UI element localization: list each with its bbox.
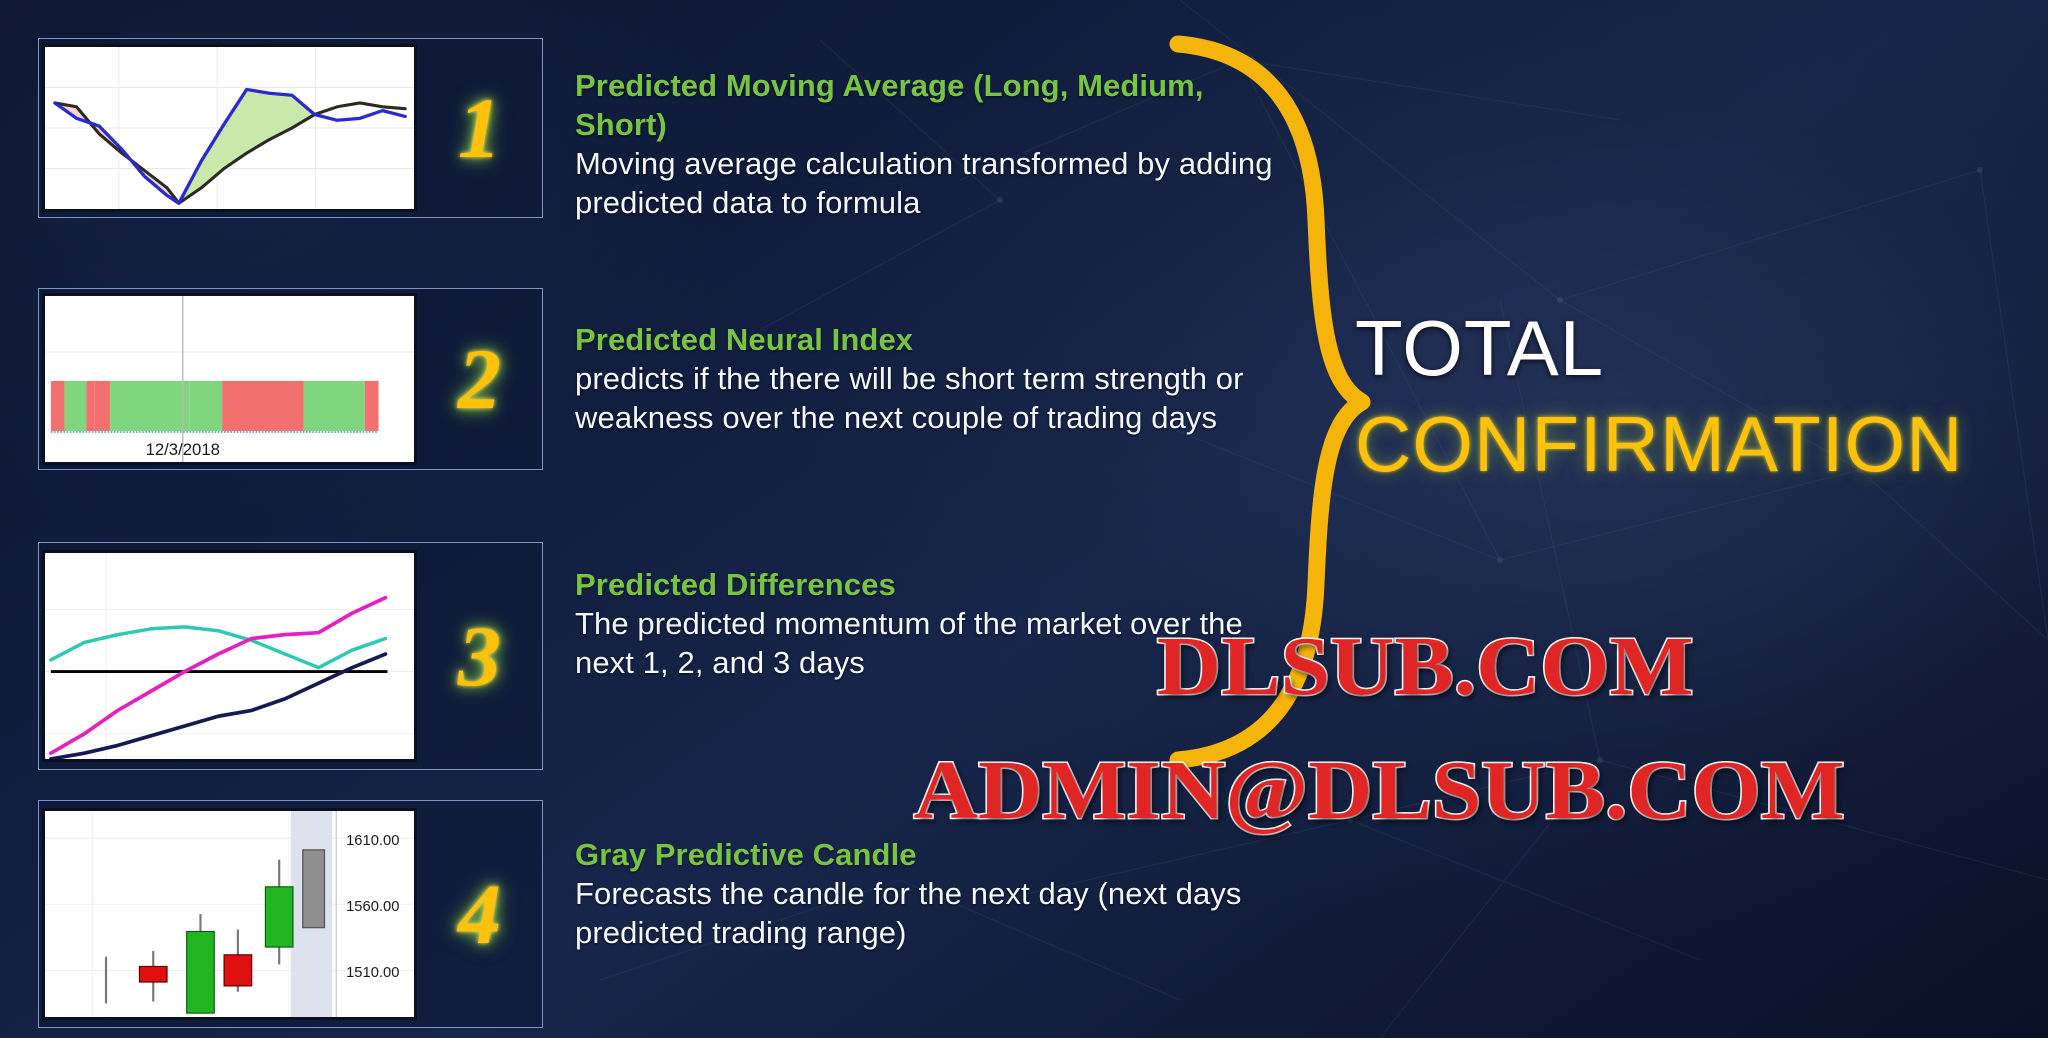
chart-predicted-neural-index: 12/3/2018 (42, 293, 417, 465)
step-number-1: 1 (458, 80, 501, 176)
description-block-4: Gray Predictive Candle Forecasts the can… (575, 835, 1275, 952)
description-body-2: predicts if the there will be short term… (575, 361, 1244, 436)
thumbnail-panel-3: 3 (38, 542, 543, 770)
chart-gray-predictive-candle: 1610.00 1560.00 1510.00 (42, 808, 417, 1020)
price-tick-1510: 1510.00 (346, 965, 399, 981)
headline-group: TOTAL CONFIRMATION (1355, 304, 2045, 488)
series-1-day (49, 595, 388, 756)
description-body-4: Forecasts the candle for the next day (n… (575, 876, 1242, 951)
headline-total: TOTAL (1355, 304, 1605, 392)
description-title-4: Gray Predictive Candle (575, 837, 917, 872)
thumbnail-panel-2: 12/3/2018 2 (38, 288, 543, 470)
description-body-3: The predicted momentum of the market ove… (575, 606, 1243, 681)
candle-predicted (302, 849, 326, 929)
description-block-2: Predicted Neural Index predicts if the t… (575, 320, 1275, 437)
grid-lines (45, 47, 414, 209)
candle-series (104, 849, 326, 1014)
candle-row (138, 950, 168, 1002)
fill-above-region (178, 89, 315, 204)
step-number-4: 4 (458, 866, 501, 962)
series-predicted-moving-average (53, 87, 407, 205)
description-block-1: Predicted Moving Average (Long, Medium, … (575, 66, 1275, 222)
series-standard-moving-average (53, 101, 407, 205)
series-2-day (49, 625, 388, 670)
price-tick-1560: 1560.00 (346, 899, 399, 915)
watermark-email: ADMIN@DLSUB.COM (912, 743, 1846, 839)
candle-row (186, 914, 215, 1014)
chart-predicted-moving-average (42, 44, 417, 212)
step-number-3: 3 (458, 608, 501, 704)
headline-confirmation: CONFIRMATION (1355, 399, 1964, 488)
description-title-3: Predicted Differences (575, 567, 896, 602)
thumbnail-panel-4: 1610.00 1560.00 1510.00 4 (38, 800, 543, 1028)
step-number-2: 2 (458, 331, 501, 427)
description-title-2: Predicted Neural Index (575, 322, 914, 357)
description-title-1: Predicted Moving Average (Long, Medium, … (575, 68, 1204, 143)
chart-predicted-differences (42, 550, 417, 762)
neural-index-plot: 12/3/2018 (45, 296, 414, 462)
description-body-1: Moving average calculation transformed b… (575, 146, 1273, 221)
moving-average-plot (45, 47, 414, 209)
series-3-day (49, 652, 388, 759)
candlestick-plot: 1610.00 1560.00 1510.00 (45, 811, 414, 1017)
differences-plot (45, 553, 414, 759)
axis-date-label: 12/3/2018 (146, 440, 220, 459)
description-block-3: Predicted Differences The predicted mome… (575, 565, 1275, 682)
thumbnail-panel-1: 1 (38, 38, 543, 218)
watermark-site: DLSUB.COM (1155, 619, 1695, 715)
price-tick-1610: 1610.00 (346, 833, 399, 849)
candle-row (223, 929, 253, 992)
candle-row (264, 859, 294, 965)
neural-index-bars (50, 380, 379, 432)
